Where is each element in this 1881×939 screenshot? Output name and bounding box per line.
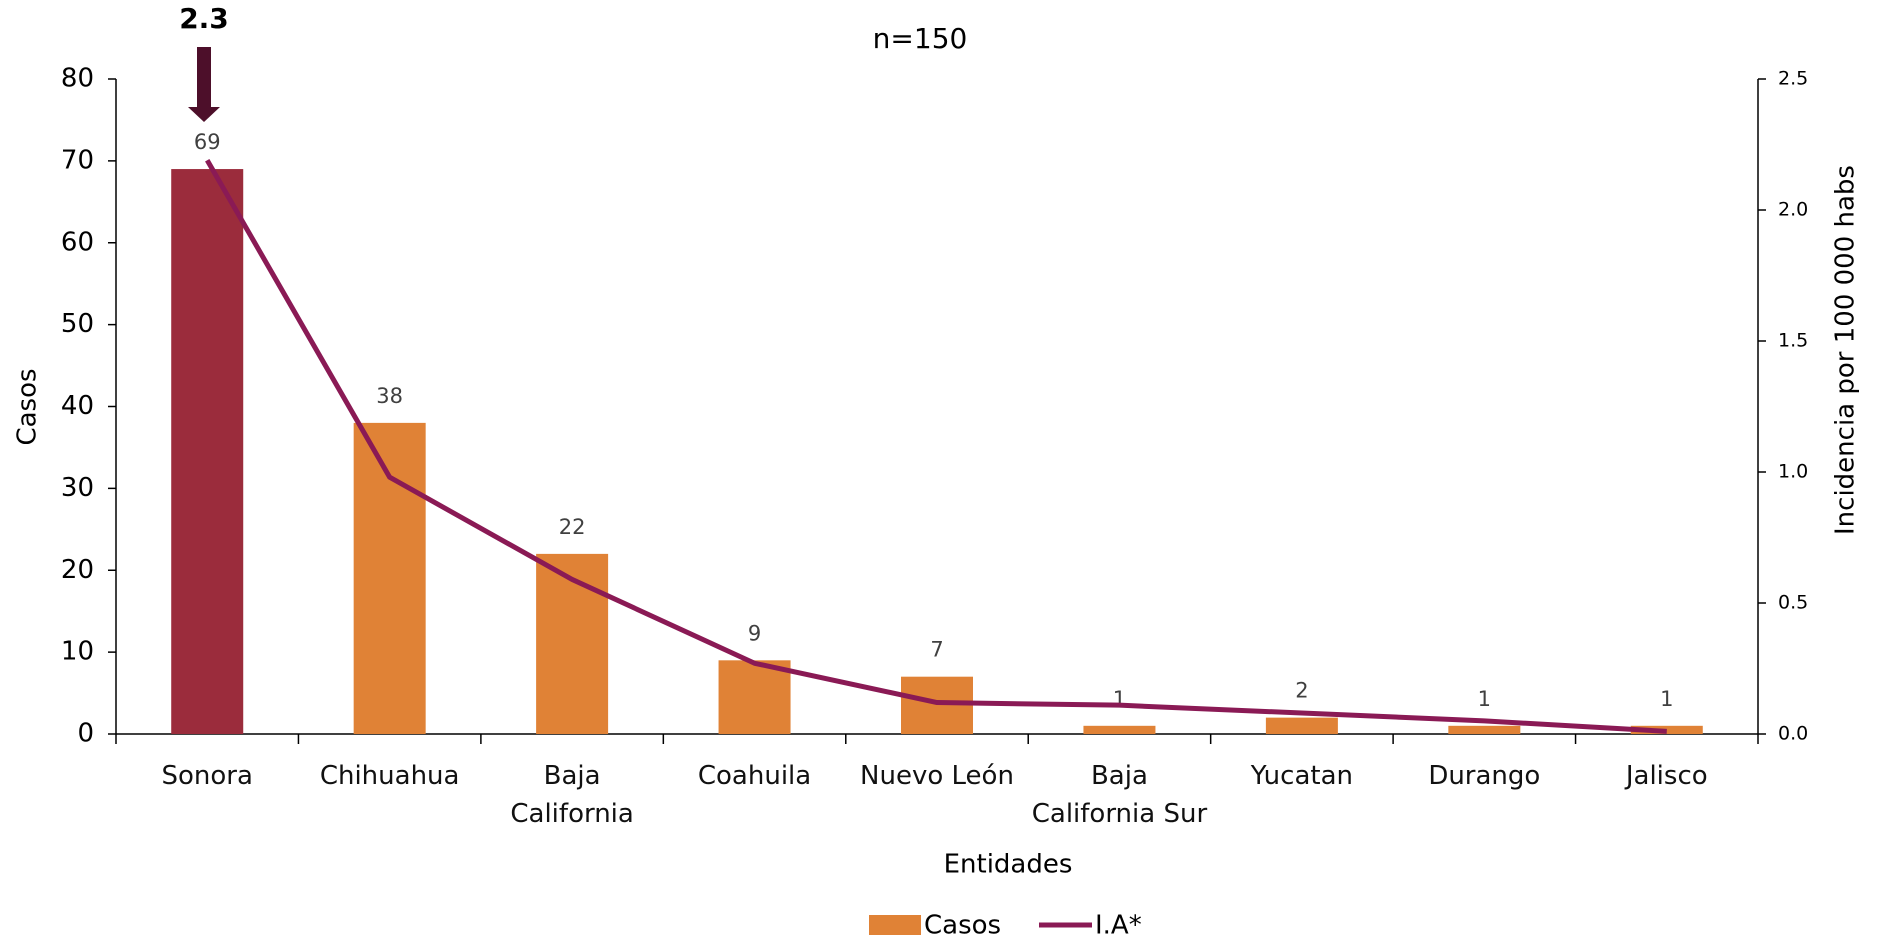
bar <box>171 169 244 734</box>
y-tick-label: 10 <box>61 637 94 667</box>
x-tick-label: Durango <box>1428 761 1541 791</box>
y2-tick-label: 2.0 <box>1778 199 1808 221</box>
x-tick-label: Sonora <box>161 761 253 791</box>
x-tick-label: Nuevo León <box>860 761 1014 791</box>
x-tick-label: Baja California <box>510 761 634 829</box>
y2-tick-label: 1.0 <box>1778 461 1808 483</box>
annotation-arrow <box>197 47 211 109</box>
legend-swatch <box>869 915 921 935</box>
y-tick-label: 20 <box>61 555 94 585</box>
x-tick-label: Yucatan <box>1250 761 1353 791</box>
bar <box>1083 725 1156 734</box>
data-label: 2 <box>1295 679 1308 703</box>
data-label: 69 <box>194 130 221 154</box>
x-tick-label: Coahuila <box>697 761 812 791</box>
y-axis-label: Casos <box>13 368 43 445</box>
y-tick-label: 60 <box>61 227 94 257</box>
annotation: 2.3 <box>179 2 229 35</box>
bar <box>1448 725 1521 734</box>
legend-label: Casos <box>924 911 1001 939</box>
bar <box>718 660 791 734</box>
y2-axis-label: Incidencia por 100 000 habs <box>1831 165 1861 535</box>
y-tick-label: 40 <box>61 391 94 421</box>
x-tick-label: Baja California Sur <box>1031 761 1208 829</box>
line <box>205 158 1667 734</box>
y2-tick-label: 0.5 <box>1778 592 1808 614</box>
y-tick-label: 70 <box>61 145 94 175</box>
legend-label: I.A* <box>1095 911 1142 939</box>
y-tick-label: 0 <box>77 719 94 749</box>
y2-tick-label: 2.5 <box>1778 68 1808 90</box>
bar <box>353 422 426 734</box>
data-label: 7 <box>930 638 943 662</box>
y-tick-label: 50 <box>61 309 94 339</box>
data-label: 9 <box>748 621 761 645</box>
data-label: 1 <box>1478 687 1491 711</box>
data-label: 1 <box>1660 687 1673 711</box>
annotation-arrow-head <box>188 107 220 122</box>
bar <box>536 553 609 734</box>
y2-tick-label: 1.5 <box>1778 330 1808 352</box>
chart-title: n=150 <box>873 22 968 55</box>
data-label: 22 <box>559 515 586 539</box>
x-tick-label: Jalisco <box>1625 761 1708 791</box>
y-tick-label: 30 <box>61 473 94 503</box>
x-tick-label: Chihuahua <box>319 761 460 791</box>
y2-tick-label: 0.0 <box>1778 723 1808 745</box>
data-label: 38 <box>376 384 403 408</box>
y-tick-label: 80 <box>61 64 94 94</box>
bar <box>1265 717 1338 734</box>
x-axis-label: Entidades <box>944 850 1073 880</box>
